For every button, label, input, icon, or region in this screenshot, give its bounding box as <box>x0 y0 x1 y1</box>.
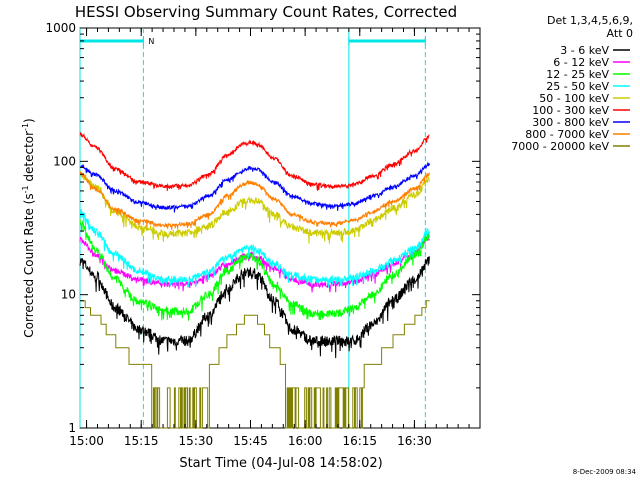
x-tick-label-4: 16:00 <box>288 434 323 448</box>
legend-label-2: 12 - 25 keV <box>546 68 609 81</box>
series-line-1 <box>79 234 430 293</box>
flagged-intervals: N <box>79 28 426 428</box>
legend-label-4: 50 - 100 keV <box>539 92 609 105</box>
y-axis: 1 10 100 1000 <box>45 21 480 435</box>
legend-label-6: 300 - 800 keV <box>532 116 609 129</box>
series-line-4 <box>79 171 430 244</box>
x-tick-label-1: 15:15 <box>124 434 159 448</box>
x-tick-label-2: 15:30 <box>179 434 214 448</box>
y-tick-label-3: 1000 <box>45 21 76 35</box>
x-tick-label-5: 16:15 <box>342 434 377 448</box>
flag-label-0: N <box>148 37 154 46</box>
x-axis: 15:00 15:15 15:30 15:45 16:00 16:15 16:30 <box>69 28 470 448</box>
series-layer <box>79 131 430 429</box>
y-axis-label-mid: detector <box>22 131 36 186</box>
legend-label-0: 3 - 6 keV <box>560 44 609 57</box>
y-axis-label: Corrected Count Rate (s-1 detector-1) <box>21 118 36 337</box>
series-line-8 <box>80 300 430 429</box>
series-line-5 <box>79 131 430 192</box>
chart-title: HESSI Observing Summary Count Rates, Cor… <box>75 3 457 21</box>
legend-label-5: 100 - 300 keV <box>532 104 609 117</box>
legend-label-3: 25 - 50 keV <box>546 80 609 93</box>
y-axis-label-exp2: -1 <box>21 123 30 131</box>
legend-header-line-2: Att 0 <box>607 27 633 40</box>
series-line-7 <box>79 171 430 230</box>
series-line-0 <box>79 256 430 359</box>
series-line-6 <box>79 161 430 213</box>
footer-date: 8-Dec-2009 08:34 <box>573 468 637 476</box>
x-axis-label: Start Time (04-Jul-08 14:58:02) <box>179 456 382 471</box>
series-line-2 <box>79 218 430 321</box>
x-tick-label-3: 15:45 <box>233 434 268 448</box>
y-tick-label-1: 10 <box>61 288 76 302</box>
y-tick-label-0: 1 <box>68 421 76 435</box>
y-axis-label-exp1: -1 <box>21 185 30 193</box>
y-tick-label-2: 100 <box>53 154 76 168</box>
x-tick-label-0: 15:00 <box>69 434 104 448</box>
legend-header-line-1: Det 1,3,4,5,6,9, <box>547 14 633 27</box>
y-axis-label-end: ) <box>22 118 36 123</box>
y-axis-label-text: Corrected Count Rate (s <box>22 193 36 337</box>
legend-label-8: 7000 - 20000 keV <box>511 140 609 153</box>
legend-label-1: 6 - 12 keV <box>553 56 609 69</box>
series-line-3 <box>79 208 430 289</box>
x-tick-label-6: 16:30 <box>397 434 432 448</box>
plot-area: N 15:00 15:15 15:30 15:45 16:00 16:15 16:30 11… <box>45 21 481 448</box>
legend-label-7: 800 - 7000 keV <box>525 128 609 141</box>
